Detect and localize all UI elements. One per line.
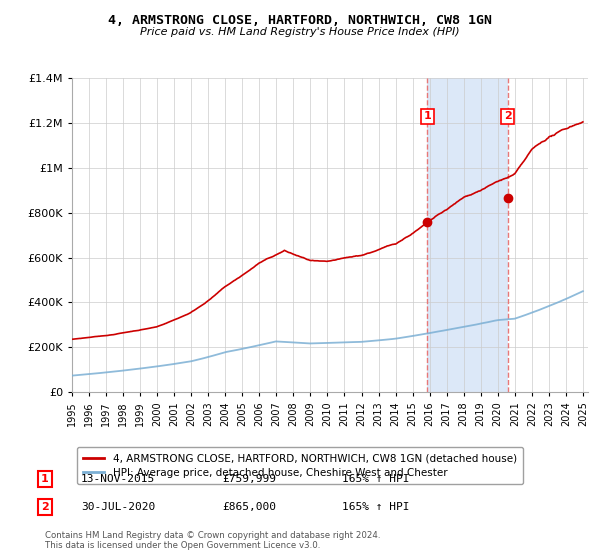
Text: 1: 1 [41, 474, 49, 484]
Text: 165% ↑ HPI: 165% ↑ HPI [342, 502, 409, 512]
Text: Contains HM Land Registry data © Crown copyright and database right 2024.
This d: Contains HM Land Registry data © Crown c… [45, 530, 380, 550]
Text: 30-JUL-2020: 30-JUL-2020 [81, 502, 155, 512]
Text: 4, ARMSTRONG CLOSE, HARTFORD, NORTHWICH, CW8 1GN: 4, ARMSTRONG CLOSE, HARTFORD, NORTHWICH,… [108, 14, 492, 27]
Text: Price paid vs. HM Land Registry's House Price Index (HPI): Price paid vs. HM Land Registry's House … [140, 27, 460, 37]
Text: 2: 2 [504, 111, 511, 122]
Text: £759,999: £759,999 [222, 474, 276, 484]
Text: 13-NOV-2015: 13-NOV-2015 [81, 474, 155, 484]
Text: 165% ↑ HPI: 165% ↑ HPI [342, 474, 409, 484]
Legend: 4, ARMSTRONG CLOSE, HARTFORD, NORTHWICH, CW8 1GN (detached house), HPI: Average : 4, ARMSTRONG CLOSE, HARTFORD, NORTHWICH,… [77, 447, 523, 484]
Text: 1: 1 [424, 111, 431, 122]
Text: 2: 2 [41, 502, 49, 512]
Text: £865,000: £865,000 [222, 502, 276, 512]
Bar [427, 78, 508, 392]
